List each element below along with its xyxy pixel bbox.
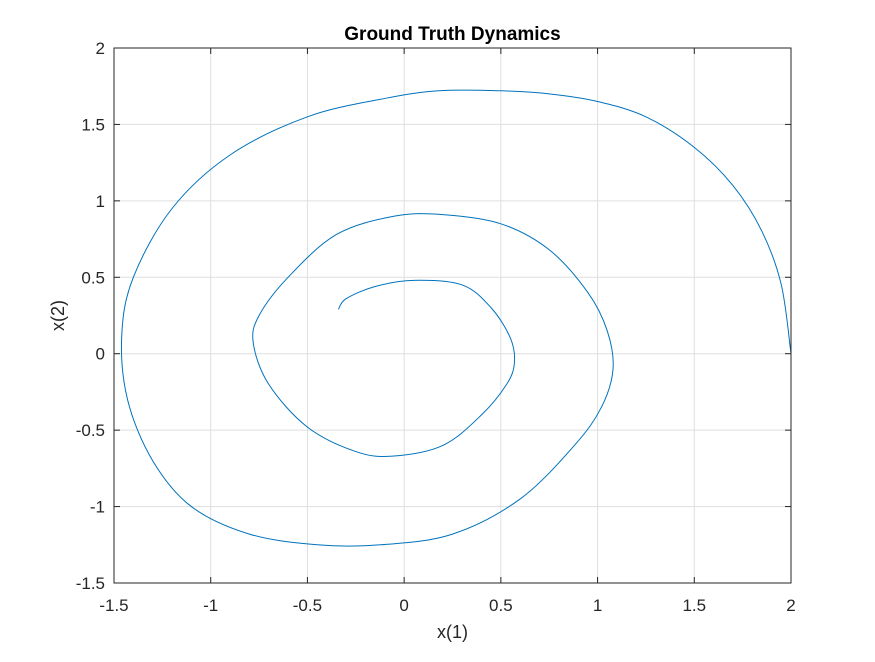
x-tick-label: 2 xyxy=(786,596,795,615)
x-tick-label: 1 xyxy=(593,596,602,615)
y-tick-label: 0 xyxy=(96,345,105,364)
ticks xyxy=(113,47,792,584)
y-tick-label: 0.5 xyxy=(81,268,105,287)
y-tick-label: -1.5 xyxy=(76,574,105,593)
y-tick-label: 2 xyxy=(96,39,105,58)
chart-title: Ground Truth Dynamics xyxy=(344,24,560,45)
x-tick-label: 1.5 xyxy=(682,596,706,615)
grid-lines xyxy=(113,47,792,584)
x-tick-labels: -1.5 -1 -0.5 0 0.5 1 1.5 2 xyxy=(99,596,795,615)
y-tick-label: -0.5 xyxy=(76,421,105,440)
x-tick-label: 0 xyxy=(399,596,408,615)
x-tick-label: 0.5 xyxy=(489,596,513,615)
trajectory-line xyxy=(120,89,792,547)
x-tick-label: -0.5 xyxy=(293,596,322,615)
y-axis-label: x(2) xyxy=(48,300,68,331)
series-layer xyxy=(120,89,792,547)
x-tick-label: -1 xyxy=(203,596,218,615)
y-tick-labels: -1.5 -1 -0.5 0 0.5 1 1.5 2 xyxy=(76,39,105,593)
x-tick-label: -1.5 xyxy=(99,596,128,615)
x-axis-label: x(1) xyxy=(437,622,468,642)
plot-background xyxy=(114,48,791,583)
y-tick-label: 1.5 xyxy=(81,115,105,134)
axes-box xyxy=(113,47,792,584)
y-tick-label: -1 xyxy=(90,498,105,517)
y-tick-label: 1 xyxy=(96,192,105,211)
